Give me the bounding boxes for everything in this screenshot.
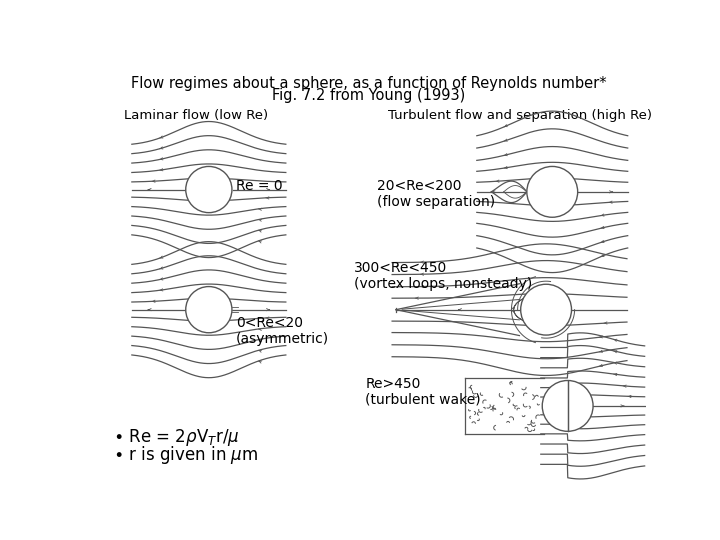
Text: $\bullet$ r is given in $\mu$m: $\bullet$ r is given in $\mu$m [113,444,258,467]
Circle shape [186,287,232,333]
Text: Fig. 7.2 from Young (1993): Fig. 7.2 from Young (1993) [272,88,466,103]
Text: Re>450
(turbulent wake): Re>450 (turbulent wake) [365,377,481,407]
Text: Turbulent flow and separation (high Re): Turbulent flow and separation (high Re) [388,109,652,122]
Circle shape [542,381,593,431]
Text: 0<Re<20
(asymmetric): 0<Re<20 (asymmetric) [235,316,329,346]
Text: 300<Re<450
(vortex loops, nonsteady): 300<Re<450 (vortex loops, nonsteady) [354,261,532,292]
Text: Laminar flow (low Re): Laminar flow (low Re) [124,109,269,122]
Circle shape [186,166,232,213]
Circle shape [521,284,572,335]
Circle shape [527,166,577,217]
Text: 20<Re<200
(flow separation): 20<Re<200 (flow separation) [377,179,495,209]
Text: Flow regimes about a sphere, as a function of Reynolds number*: Flow regimes about a sphere, as a functi… [131,76,607,91]
Text: Re = 0: Re = 0 [235,179,282,193]
Text: $\bullet$ Re = 2$\rho$V$_T$r/$\mu$: $\bullet$ Re = 2$\rho$V$_T$r/$\mu$ [113,427,240,448]
